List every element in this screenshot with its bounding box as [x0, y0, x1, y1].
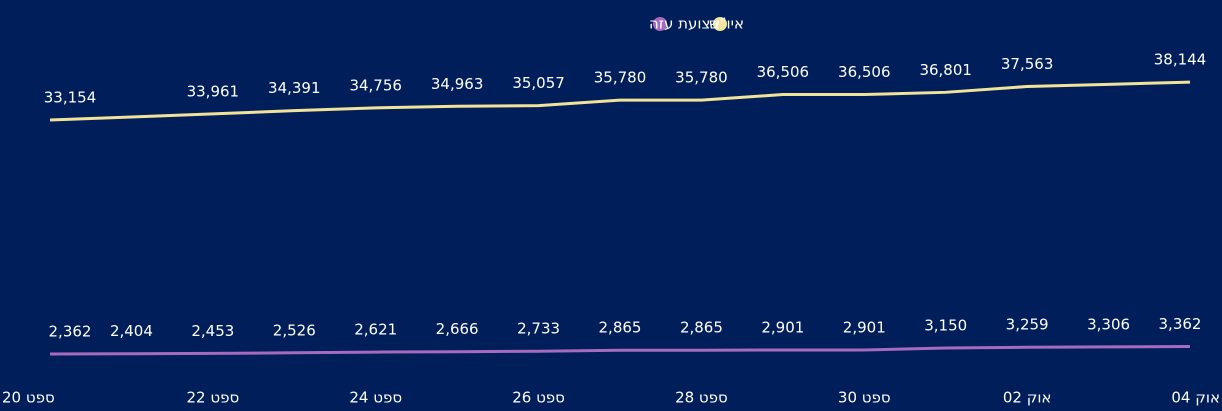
data-label: 35,780 [675, 69, 728, 87]
data-label: 33,961 [187, 82, 240, 100]
x-tick-label: ספט 28 [675, 389, 728, 407]
line [49, 344, 1191, 356]
x-tick-label: אוק 02 [1003, 389, 1052, 407]
x-tick-label: ספט 26 [512, 389, 565, 407]
data-label: 34,963 [431, 75, 484, 93]
data-label: 34,756 [349, 76, 402, 94]
data-label: 36,506 [838, 63, 891, 81]
legend-label: איו"ש [709, 15, 744, 33]
data-label: 3,306 [1087, 315, 1130, 333]
legend-label: רצועת עזה [649, 15, 719, 33]
data-label: 2,404 [110, 322, 153, 340]
data-label: 2,865 [599, 319, 642, 337]
x-tick-label: אוק 04 [1171, 389, 1220, 407]
data-label: 35,057 [512, 74, 565, 92]
data-label: 35,780 [594, 69, 647, 87]
x-tick-label: ספט 24 [349, 389, 402, 407]
data-label: 2,666 [436, 320, 479, 338]
data-label: 2,901 [843, 318, 886, 336]
legend-swatch [713, 17, 727, 31]
data-label: 36,801 [919, 61, 972, 79]
data-label: 2,453 [191, 322, 234, 340]
data-label: 38,144 [1154, 51, 1207, 69]
data-label: 34,391 [268, 79, 321, 97]
x-tick-label: ספט 30 [838, 389, 891, 407]
x-tick-label: ספט 22 [187, 389, 240, 407]
data-label: 3,259 [1006, 316, 1049, 334]
data-label: 2,901 [761, 318, 804, 336]
data-label: 2,733 [517, 320, 560, 338]
legend-swatch [653, 17, 667, 31]
line [49, 80, 1191, 122]
data-label: 37,563 [1001, 55, 1054, 73]
data-label: 2,621 [354, 321, 397, 339]
data-label: 36,506 [757, 63, 810, 81]
data-label: 33,154 [44, 89, 97, 107]
data-label: 3,150 [924, 317, 967, 335]
data-label: 2,526 [273, 321, 316, 339]
data-label: 2,865 [680, 319, 723, 337]
x-tick-label: ספט 20 [2, 389, 55, 407]
data-label: 2,362 [49, 323, 92, 341]
data-label: 3,362 [1159, 315, 1202, 333]
